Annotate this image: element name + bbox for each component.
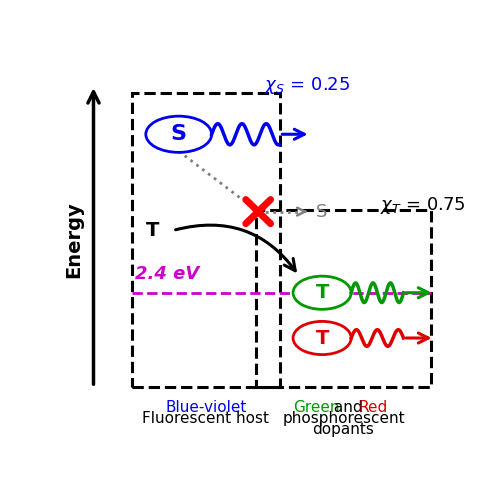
Text: T: T — [316, 283, 329, 302]
Text: S: S — [171, 124, 187, 144]
Text: $\chi$$_S$ = 0.25: $\chi$$_S$ = 0.25 — [264, 74, 350, 96]
Text: 2.4 eV: 2.4 eV — [135, 265, 199, 283]
Text: Fluorescent host: Fluorescent host — [142, 411, 270, 426]
Text: phosphorescent: phosphorescent — [282, 411, 405, 426]
Text: $\chi$$_T$ = 0.75: $\chi$$_T$ = 0.75 — [380, 196, 466, 217]
Text: dopants: dopants — [312, 422, 374, 437]
Ellipse shape — [293, 321, 351, 355]
Text: Blue-violet: Blue-violet — [165, 400, 246, 416]
Text: S: S — [316, 202, 328, 220]
Text: and: and — [329, 400, 368, 416]
Ellipse shape — [146, 116, 212, 152]
Text: Red: Red — [359, 400, 388, 416]
Text: T: T — [146, 221, 159, 240]
Text: Green: Green — [293, 400, 340, 416]
Text: T: T — [316, 328, 329, 347]
Text: Energy: Energy — [64, 201, 84, 278]
Ellipse shape — [293, 276, 351, 309]
